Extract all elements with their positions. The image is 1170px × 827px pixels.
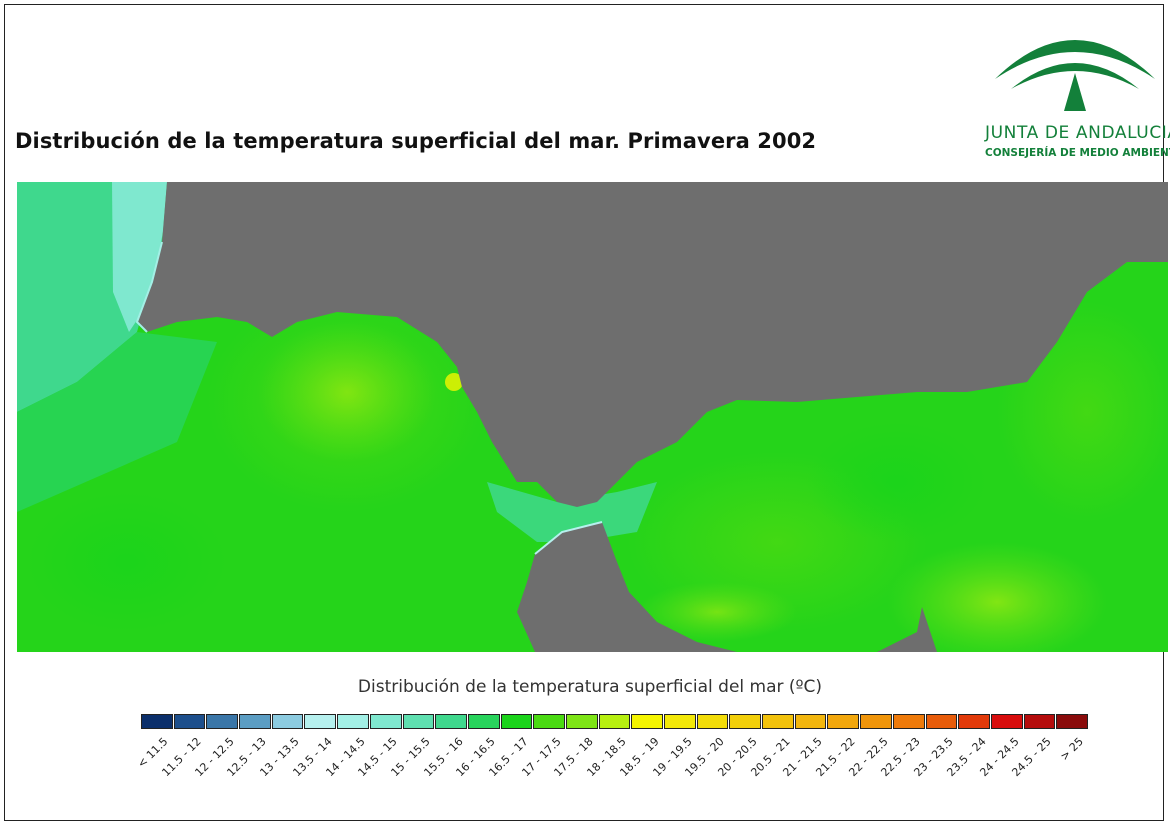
legend-swatch bbox=[467, 714, 500, 729]
legend-swatch bbox=[598, 714, 631, 729]
iberian-peninsula-land bbox=[137, 182, 1168, 507]
legend-swatch bbox=[533, 714, 565, 729]
north-africa-land bbox=[517, 522, 937, 652]
legend-label: > 25 bbox=[1057, 735, 1086, 764]
legend-swatch bbox=[925, 714, 958, 729]
legend-swatch bbox=[206, 714, 239, 729]
legend-swatch bbox=[141, 714, 173, 729]
legend-swatch bbox=[173, 714, 206, 729]
legend-swatch bbox=[402, 714, 435, 729]
junta-de-andalucia-logo: JUNTA DE ANDALUCIA CONSEJERÍA DE MEDIO A… bbox=[985, 19, 1170, 164]
andalusia-arch-logo-icon bbox=[995, 40, 1155, 111]
legend-swatch bbox=[729, 714, 762, 729]
warm-spot bbox=[445, 373, 463, 391]
legend-swatch bbox=[271, 714, 304, 729]
legend-swatch bbox=[958, 714, 990, 729]
legend-swatch bbox=[664, 714, 696, 729]
sea-surface-temperature-map bbox=[17, 182, 1168, 652]
logo-name: JUNTA DE ANDALUCIA bbox=[985, 123, 1170, 143]
legend-swatch bbox=[239, 714, 271, 729]
legend-swatch bbox=[990, 714, 1023, 729]
legend-swatch bbox=[1023, 714, 1056, 729]
legend-swatch bbox=[500, 714, 533, 729]
logo-subtitle: CONSEJERÍA DE MEDIO AMBIENTE bbox=[985, 147, 1170, 159]
legend-labels: < 11.5 11.5 - 12 12 - 12.5 12.5 - 13 13 - 13… bbox=[135, 735, 1101, 815]
coastal-upwelling-zone bbox=[112, 182, 167, 332]
legend-swatch bbox=[369, 714, 402, 729]
legend-swatch bbox=[631, 714, 663, 729]
figure-frame: Distribución de la temperatura superfici… bbox=[4, 4, 1170, 821]
legend-swatch bbox=[435, 714, 467, 729]
legend-swatch bbox=[565, 714, 598, 729]
legend-swatch bbox=[762, 714, 794, 729]
page-title: Distribución de la temperatura superfici… bbox=[15, 129, 817, 153]
legend-swatch bbox=[696, 714, 729, 729]
legend-swatch bbox=[860, 714, 892, 729]
legend-title: Distribución de la temperatura superfici… bbox=[357, 677, 823, 697]
legend-swatch bbox=[827, 714, 860, 729]
legend-swatch bbox=[892, 714, 925, 729]
legend-color-bar bbox=[141, 714, 1089, 729]
legend-swatch bbox=[1056, 714, 1088, 729]
legend-swatch bbox=[304, 714, 337, 729]
strait-of-gibraltar-water bbox=[487, 482, 657, 542]
legend-swatch bbox=[337, 714, 369, 729]
legend-swatch bbox=[794, 714, 827, 729]
